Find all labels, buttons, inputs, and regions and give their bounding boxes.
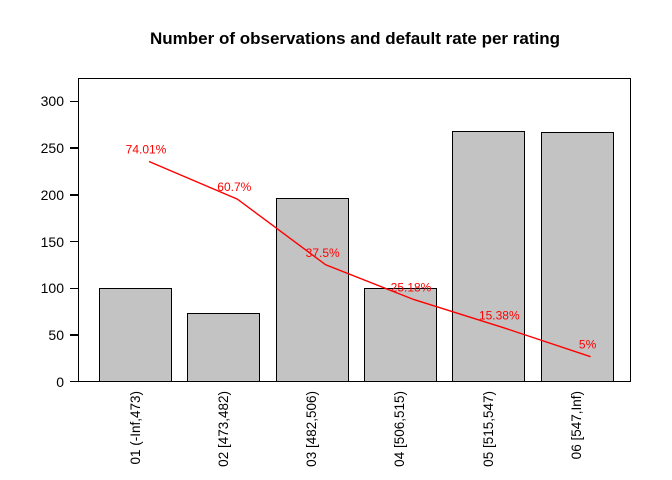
y-tick-label: 0 bbox=[56, 373, 64, 390]
default-rate-label: 60.7% bbox=[217, 180, 251, 194]
y-tick-label: 50 bbox=[48, 326, 64, 343]
chart-title: Number of observations and default rate … bbox=[150, 29, 560, 48]
bar-03 bbox=[275, 197, 349, 382]
bar-04 bbox=[363, 288, 437, 382]
default-rate-label: 25.18% bbox=[391, 281, 432, 295]
default-rate-line bbox=[148, 160, 591, 358]
bar-05 bbox=[452, 131, 526, 382]
y-tick-label: 150 bbox=[40, 233, 64, 250]
bar-02 bbox=[187, 313, 261, 382]
bar-01 bbox=[99, 288, 172, 382]
y-tick-label: 300 bbox=[40, 93, 64, 110]
default-rate-label: 74.01% bbox=[126, 143, 167, 157]
y-tick-mark bbox=[70, 100, 78, 103]
default-rate-label: 5% bbox=[579, 338, 597, 352]
default-rate-label: 15.38% bbox=[479, 308, 520, 322]
y-tick-label: 100 bbox=[40, 280, 64, 297]
y-tick-mark bbox=[70, 287, 78, 289]
y-tick-label: 250 bbox=[40, 140, 64, 157]
y-tick-mark bbox=[70, 194, 78, 196]
y-tick-mark bbox=[70, 380, 78, 383]
y-tick-label: 200 bbox=[40, 186, 64, 203]
bar-06 bbox=[540, 132, 614, 382]
y-tick-mark bbox=[70, 240, 78, 243]
default-rate-label: 37.5% bbox=[306, 246, 340, 260]
y-tick-mark bbox=[70, 147, 78, 149]
y-tick-mark bbox=[70, 334, 78, 336]
